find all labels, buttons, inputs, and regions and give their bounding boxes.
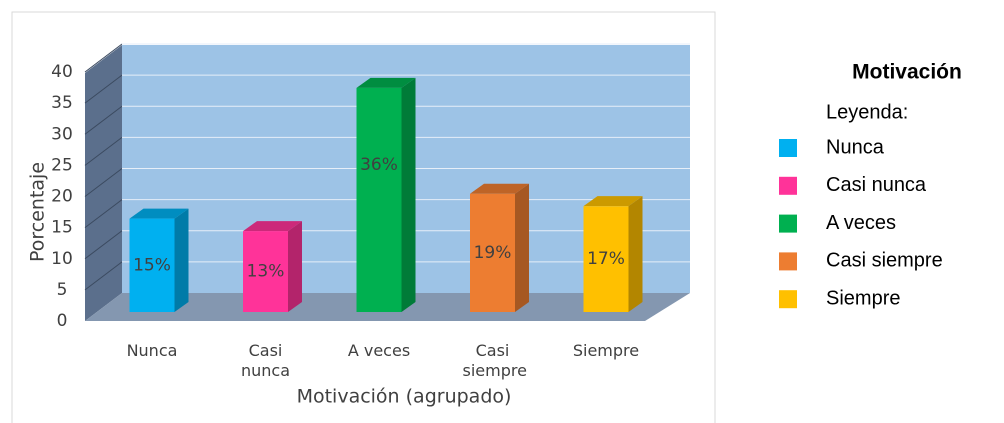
bar	[470, 193, 515, 312]
x-tick-label: A veces	[347, 341, 411, 360]
y-tick-label: 0	[57, 311, 68, 331]
y-tick-label: 10	[51, 249, 73, 269]
legend-swatch	[779, 290, 797, 309]
data-label: 15%	[133, 255, 171, 275]
y-tick-label: 15	[51, 218, 73, 238]
x-tick-label: Casi nunca	[240, 341, 291, 380]
x-tick-label: Casi siempre	[462, 341, 527, 380]
grid-line	[84, 74, 123, 104]
legend-swatch	[779, 252, 797, 271]
bar-top	[583, 196, 643, 207]
bar-side	[628, 196, 643, 312]
chart-title: Motivación	[852, 61, 962, 84]
bar	[243, 231, 288, 312]
bar-top	[129, 208, 189, 219]
grid-line	[84, 199, 123, 229]
bar-top	[356, 77, 416, 88]
legend-swatch	[779, 176, 797, 195]
data-label: 36%	[360, 155, 398, 175]
y-tick-label: 30	[51, 124, 73, 144]
legend-label: Casi nunca	[826, 174, 927, 196]
x-tick-label: Nunca	[126, 341, 178, 360]
data-label: 13%	[247, 262, 285, 282]
x-tick-label: Siempre	[572, 341, 640, 360]
bar-side	[515, 183, 529, 312]
y-tick-label: 5	[57, 280, 68, 300]
data-label: 17%	[587, 249, 625, 269]
bar-side	[174, 208, 189, 312]
y-axis-label: Porcentaje	[27, 162, 49, 262]
bar-side	[288, 221, 302, 312]
y-tick-label: 35	[51, 93, 73, 113]
x-axis-label: Motivación (agrupado)	[297, 386, 512, 408]
legend-swatch	[779, 214, 797, 233]
bar	[356, 87, 402, 313]
data-label: 19%	[474, 243, 512, 263]
grid-line	[84, 105, 123, 135]
grid-line	[84, 168, 123, 197]
bar-top	[243, 221, 302, 232]
bar	[129, 218, 175, 312]
legend-title: Leyenda:	[826, 101, 908, 123]
grid-line	[84, 230, 123, 260]
bar-side	[401, 77, 416, 313]
grid-line	[84, 43, 123, 73]
legend-label: Casi siempre	[826, 250, 943, 272]
grid-line	[84, 136, 123, 166]
legend-swatch	[779, 139, 797, 157]
y-tick-label: 20	[51, 187, 73, 207]
bar-top	[470, 183, 529, 194]
y-tick-label: 25	[51, 155, 73, 175]
bar	[583, 206, 629, 312]
legend-label: Nunca	[826, 136, 885, 158]
grid-line	[84, 261, 123, 291]
legend-label: A veces	[826, 212, 896, 234]
legend-label: Siempre	[826, 287, 900, 309]
y-tick-label: 40	[51, 62, 73, 82]
